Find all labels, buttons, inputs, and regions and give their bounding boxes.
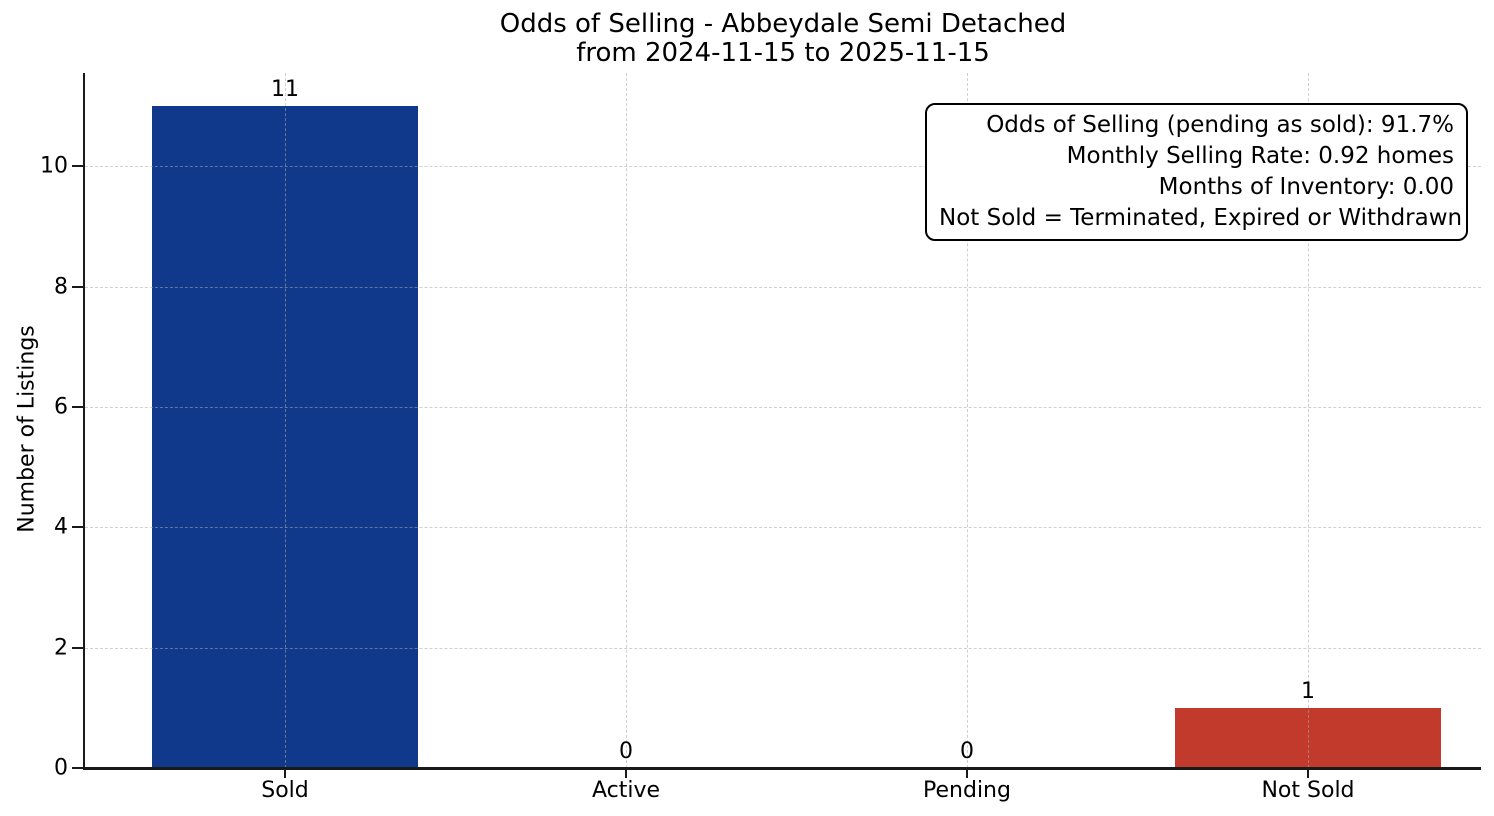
annotation-lines: Odds of Selling (pending as sold): 91.7%… [939,110,1463,234]
plot-area: 11 0 0 1 [83,73,1481,770]
x-tick-mark [625,768,627,778]
horizontal-gridline [85,286,1481,288]
vertical-gridline [1308,73,1309,768]
x-tick-label-pending: Pending [923,778,1011,803]
x-tick-mark [966,768,968,778]
y-tick-mark [72,285,84,288]
x-axis-spine [83,767,1481,770]
annotation-line: Months of Inventory: 0.00 [1158,174,1454,200]
chart-title-line1: Odds of Selling - Abbeydale Semi Detache… [499,9,1067,39]
y-tick-label: 10 [40,153,68,179]
vertical-gridline [967,73,968,768]
y-tick-label: 6 [54,394,68,420]
annotation-box: Odds of Selling (pending as sold): 91.7%… [925,103,1468,241]
annotation-line: Odds of Selling (pending as sold): 91.7% [986,112,1454,138]
y-axis-spine [83,73,85,768]
y-tick-mark [72,165,84,168]
horizontal-gridline [85,647,1481,649]
vertical-gridline [626,73,627,768]
y-tick-label: 8 [54,274,68,300]
y-axis-label: Number of Listings [14,325,40,533]
x-tick-label-active: Active [591,778,661,803]
horizontal-gridline [85,166,1481,168]
chart-title-line2: from 2024-11-15 to 2025-11-15 [576,38,990,68]
bar-value-label-sold: 11 [271,77,299,103]
y-tick-mark [72,646,84,649]
x-tick-mark [284,768,286,778]
x-tick-mark [1307,768,1309,778]
y-tick-mark [72,767,84,769]
bar-value-label-pending: 0 [960,739,974,764]
annotation-line: Not Sold = Terminated, Expired or Withdr… [939,205,1463,231]
y-tick-mark [72,526,84,529]
x-tick-label-sold: Sold [261,778,309,803]
y-tick-label: 2 [54,635,68,661]
y-tick-label: 4 [54,514,68,540]
bar-value-label-active: 0 [619,739,633,764]
y-tick-label: 0 [54,755,68,781]
bar-value-label-not-sold: 1 [1301,678,1315,704]
vertical-gridline [285,73,286,768]
chart-title: Odds of Selling - Abbeydale Semi Detache… [500,10,1067,68]
horizontal-gridline [85,406,1481,408]
x-tick-label-not-sold: Not Sold [1261,778,1355,803]
y-tick-mark [72,405,84,408]
horizontal-gridline [85,527,1481,529]
annotation-line: Monthly Selling Rate: 0.92 homes [1066,143,1454,169]
